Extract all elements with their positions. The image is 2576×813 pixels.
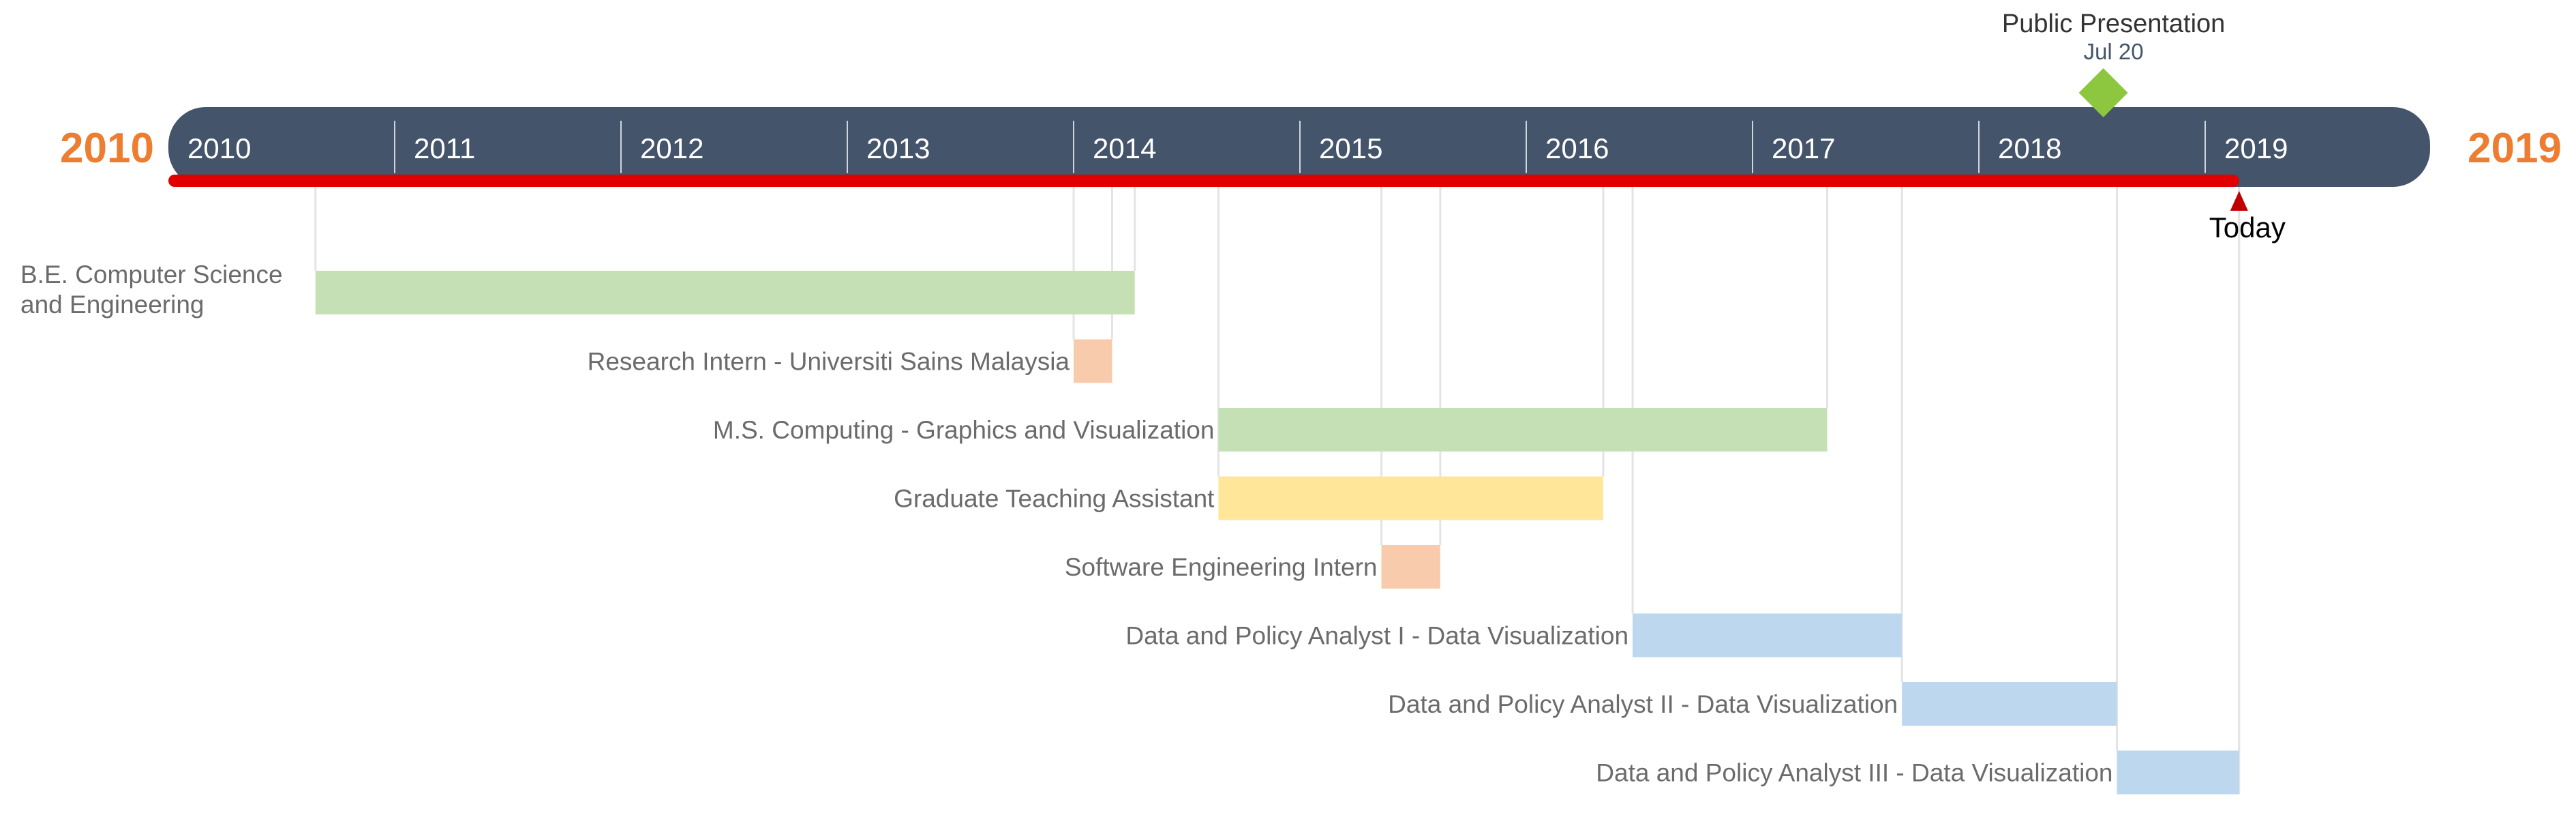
task-label: Data and Policy Analyst II - Data Visual…	[1388, 690, 1898, 718]
task-label: Research Intern - Universiti Sains Malay…	[588, 348, 1070, 376]
task-bar	[1633, 613, 1903, 657]
task-label: Data and Policy Analyst I - Data Visuali…	[1125, 622, 1628, 650]
year-tick-label: 2013	[866, 132, 930, 164]
task-label: Software Engineering Intern	[1065, 553, 1378, 581]
task-bar	[1902, 682, 2117, 726]
task-bar	[1074, 339, 1112, 383]
task-label: B.E. Computer Science and Engineering	[20, 261, 283, 319]
milestone-date: Jul 20	[2084, 39, 2144, 64]
year-tick-label: 2015	[1319, 132, 1382, 164]
year-tick-label: 2011	[414, 132, 475, 164]
year-tick-label: 2016	[1545, 132, 1609, 164]
progress-bar	[168, 175, 2239, 187]
year-tick-label: 2014	[1093, 132, 1156, 164]
task-bars	[315, 271, 2239, 795]
task-labels: B.E. Computer Science and Engineering Rese…	[20, 261, 2113, 787]
task-bar	[1218, 408, 1828, 452]
timeline-band-group: 2010 2011 2012 2013 2014 2015 2016 2017 2018 2019…	[60, 107, 2562, 187]
year-tick-label: 2018	[1998, 132, 2061, 164]
task-label: Data and Policy Analyst III - Data Visua…	[1596, 759, 2112, 787]
milestone-diamond-icon	[2078, 68, 2128, 117]
guide-lines	[314, 187, 2241, 795]
year-tick-label: 2017	[1772, 132, 1835, 164]
year-tick-label: 2019	[2224, 132, 2288, 164]
start-year-label: 2010	[60, 125, 154, 172]
task-bar	[1381, 545, 1440, 589]
task-bar	[2117, 750, 2239, 795]
task-label: Graduate Teaching Assistant	[894, 485, 1215, 513]
year-tick-label: 2010	[187, 132, 251, 164]
end-year-label: 2019	[2468, 125, 2562, 172]
task-bar	[315, 271, 1135, 314]
year-tick-label: 2012	[640, 132, 703, 164]
task-bar	[1218, 476, 1603, 520]
today-label: Today	[2209, 211, 2286, 243]
milestone-title: Public Presentation	[2002, 10, 2225, 38]
today-marker-icon	[2230, 191, 2248, 211]
task-label: M.S. Computing - Graphics and Visualizat…	[713, 416, 1215, 444]
